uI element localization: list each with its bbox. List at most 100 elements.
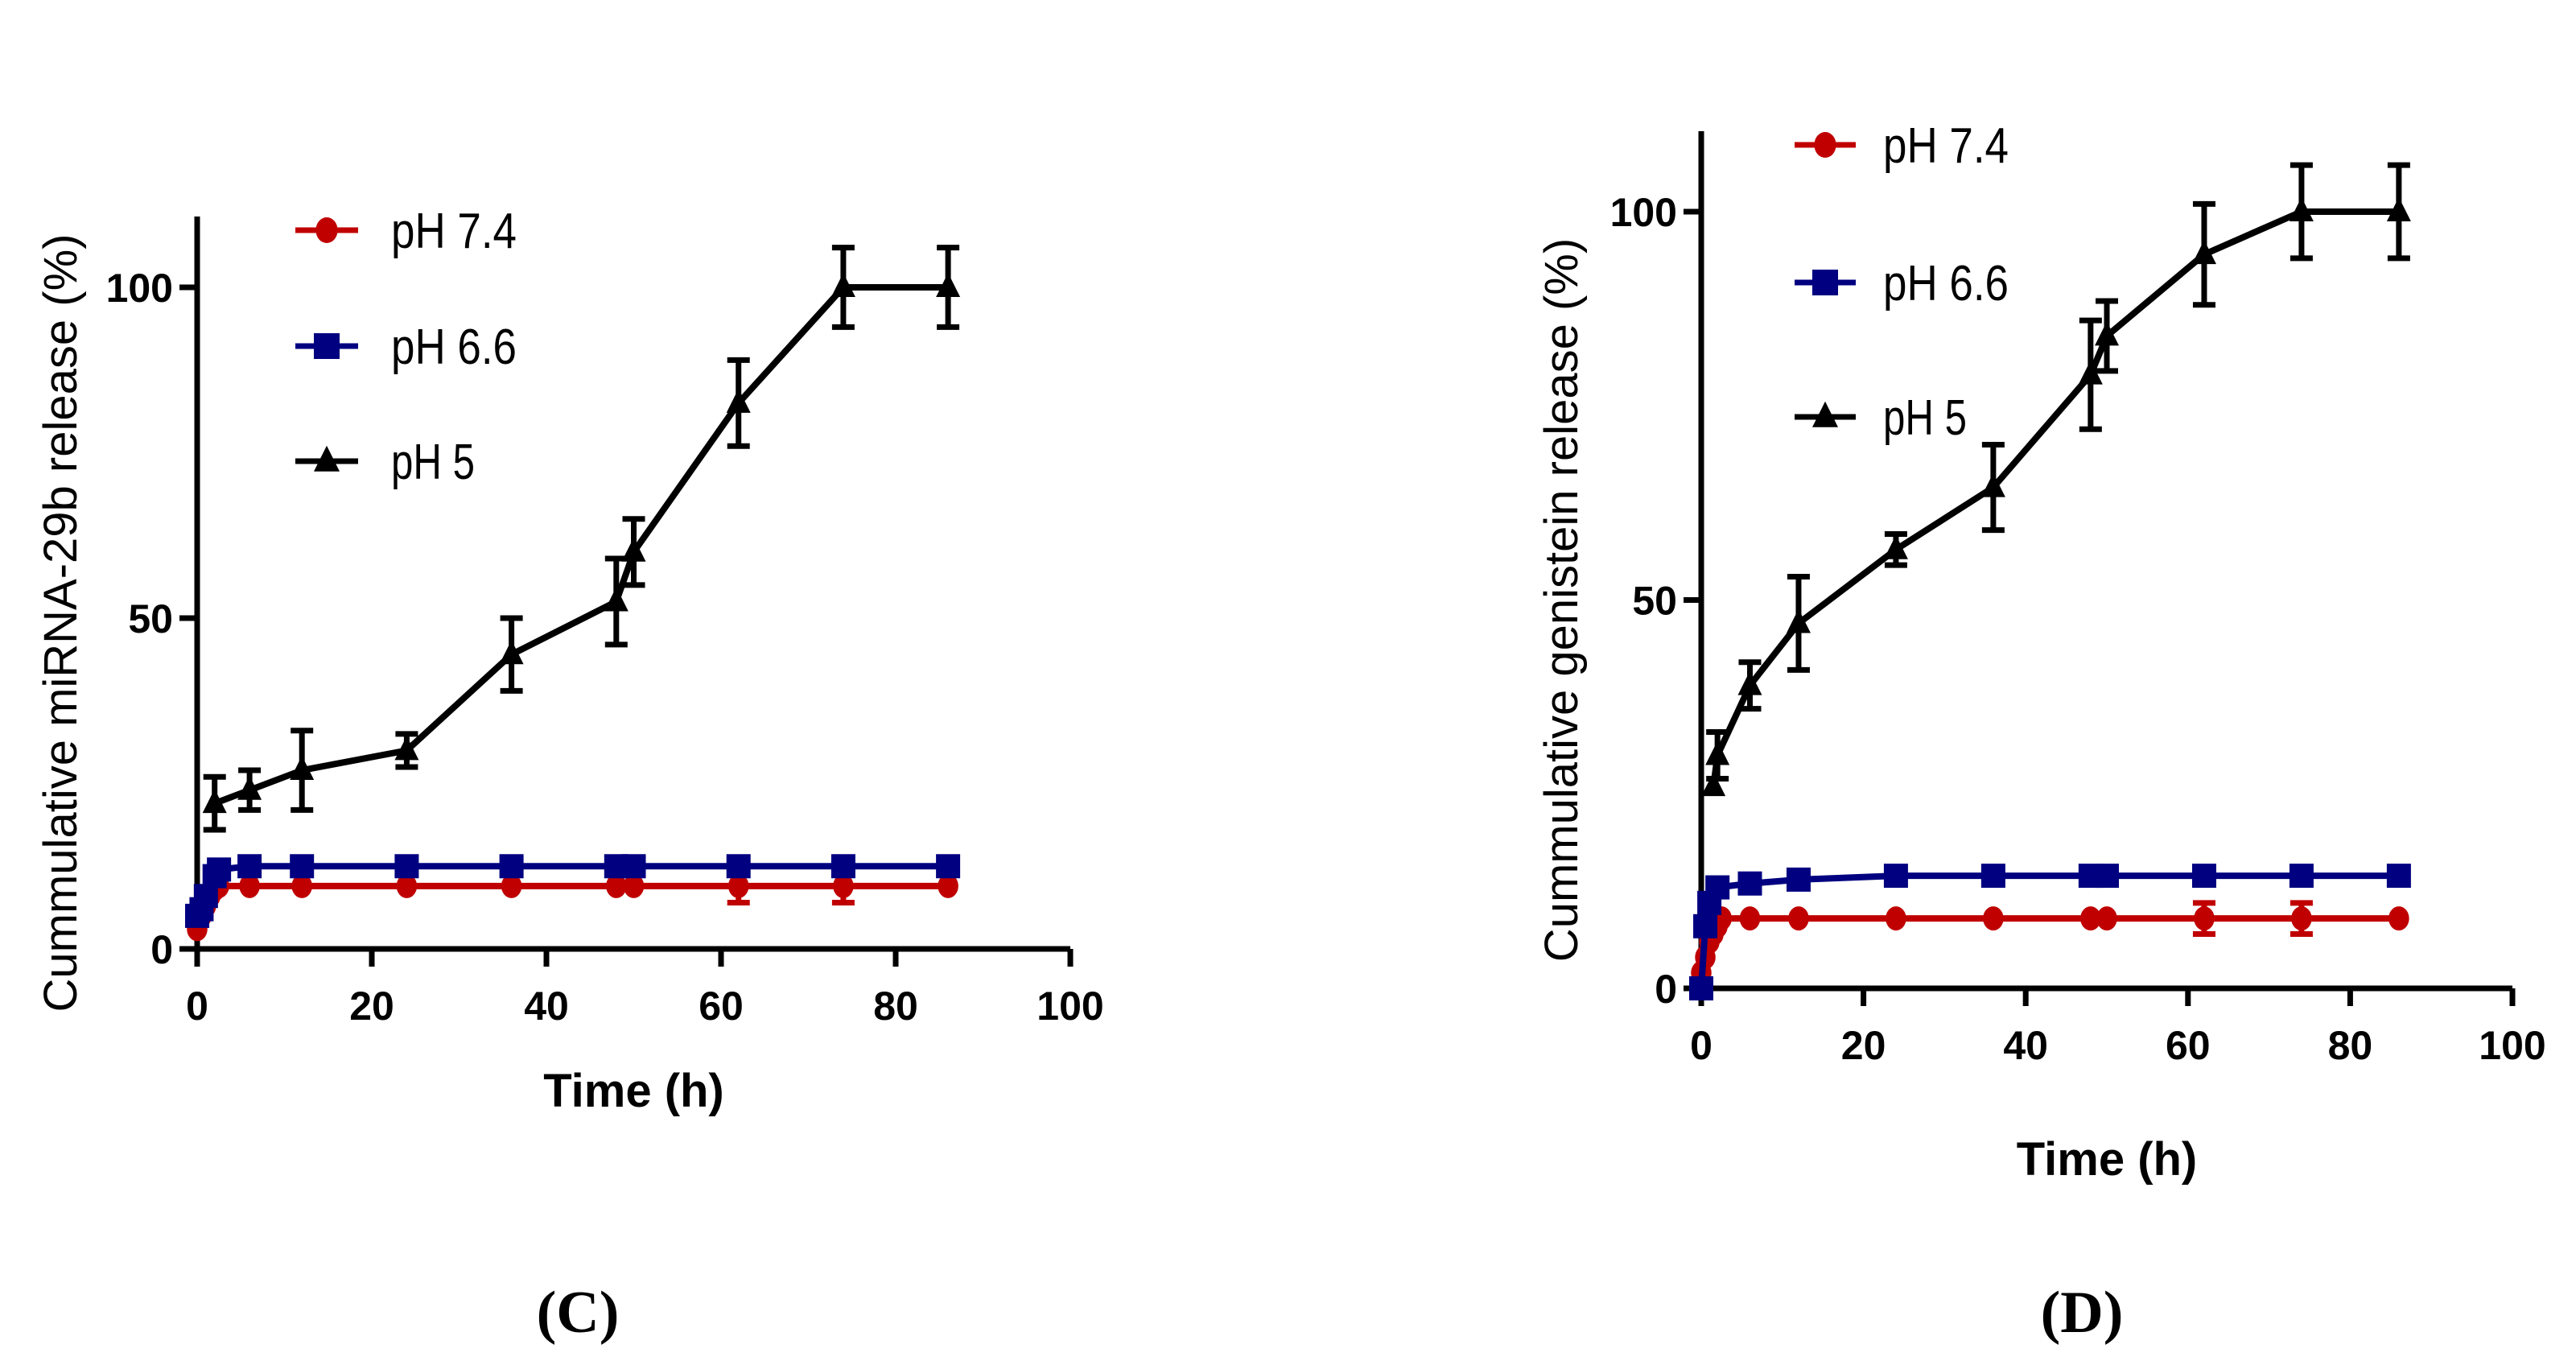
data-point	[2080, 906, 2101, 931]
legend-marker	[1812, 270, 1838, 295]
data-point	[1705, 875, 1730, 900]
data-point	[499, 640, 524, 665]
x-tick-label: 80	[2328, 1023, 2373, 1068]
data-point	[621, 854, 646, 879]
data-point	[604, 587, 629, 612]
x-tick-label: 100	[1037, 984, 1103, 1029]
data-point	[1705, 740, 1730, 765]
x-tick-label: 40	[524, 984, 569, 1029]
data-point	[394, 736, 419, 761]
data-point	[396, 873, 418, 898]
data-point	[1883, 864, 1908, 889]
data-point	[1739, 906, 1761, 931]
x-axis-label: Time (h)	[2017, 1133, 2198, 1186]
data-point	[1980, 864, 2005, 889]
data-point	[290, 756, 315, 781]
legend-marker	[1814, 132, 1836, 158]
data-point	[1737, 871, 1762, 896]
data-point	[831, 854, 855, 879]
legend-label: pH 6.6	[1883, 256, 2009, 311]
x-tick-label: 20	[349, 984, 394, 1029]
data-point	[623, 873, 645, 898]
panel-label: (D)	[2041, 1280, 2124, 1346]
data-point	[2289, 197, 2314, 221]
legend-marker	[314, 445, 340, 472]
series-ph-6-6	[1689, 864, 2411, 1000]
x-tick-label: 0	[186, 984, 208, 1029]
data-point	[2386, 864, 2411, 889]
data-point	[938, 873, 958, 898]
y-tick-label: 50	[128, 596, 173, 641]
data-point	[2386, 197, 2411, 221]
data-point	[291, 873, 312, 898]
data-point	[237, 854, 262, 879]
data-point	[936, 273, 961, 297]
data-point	[1701, 772, 1726, 797]
y-tick-label: 0	[1655, 967, 1677, 1012]
data-point	[726, 388, 751, 413]
legend-marker	[314, 333, 340, 359]
x-tick-label: 100	[2479, 1023, 2545, 1068]
x-tick-label: 0	[1690, 1023, 1713, 1068]
data-point	[290, 854, 315, 879]
series-line	[213, 284, 949, 806]
x-axis-label: Time (h)	[543, 1065, 724, 1117]
data-point	[1786, 867, 1811, 892]
x-tick-label: 20	[1841, 1023, 1886, 1068]
legend-label: pH 5	[391, 435, 475, 490]
data-point	[2388, 906, 2409, 931]
data-point	[2095, 321, 2119, 346]
y-axis-label: Cummulative genistein release (%)	[1535, 238, 1588, 962]
data-point	[621, 537, 646, 562]
legend-label: pH 7.4	[1883, 118, 2009, 174]
data-point	[1693, 914, 1718, 938]
y-tick-label: 50	[1632, 579, 1677, 624]
x-tick-label: 60	[2166, 1023, 2211, 1068]
series-ph-6-6	[185, 854, 961, 928]
data-point	[606, 873, 627, 898]
data-point	[202, 789, 227, 814]
data-point	[2096, 906, 2117, 931]
y-tick-label: 100	[106, 266, 173, 311]
y-tick-label: 0	[150, 927, 173, 972]
data-point	[2194, 906, 2215, 931]
y-tick-label: 100	[1610, 190, 1677, 235]
data-point	[727, 873, 749, 898]
data-point	[1883, 534, 1908, 559]
x-tick-label: 80	[873, 984, 918, 1029]
legend-label: pH 5	[1883, 390, 1967, 446]
data-point	[936, 854, 961, 879]
data-point	[2191, 864, 2216, 889]
chart-panel-d: 0 20 40 60 80 100 0 50 100 Time (h) Cummulative ge…	[1535, 118, 2546, 1346]
data-point	[2291, 906, 2312, 931]
legend-marker	[1812, 401, 1838, 427]
series-ph-5	[1701, 162, 2411, 797]
series-line	[1710, 208, 2399, 787]
data-point	[501, 873, 522, 898]
data-point	[237, 775, 262, 800]
legend-label: pH 6.6	[391, 320, 517, 375]
data-point	[1786, 608, 1811, 633]
series-ph-7-4	[1691, 900, 2409, 985]
panel-label: (C)	[537, 1280, 620, 1346]
legend-marker	[315, 217, 338, 243]
data-point	[207, 857, 232, 882]
data-point	[833, 873, 854, 898]
data-point	[2078, 360, 2103, 385]
data-point	[831, 273, 855, 297]
x-tick-label: 60	[699, 984, 744, 1029]
data-point	[394, 854, 419, 879]
data-point	[726, 854, 751, 879]
data-point	[1980, 472, 2005, 497]
data-point	[2191, 240, 2216, 265]
data-point	[239, 873, 260, 898]
x-tick-label: 40	[2003, 1023, 2048, 1068]
series-ph-7-4	[187, 866, 958, 942]
data-point	[1788, 906, 1809, 931]
data-point	[1737, 670, 1762, 695]
data-point	[1983, 906, 2004, 931]
data-point	[2289, 864, 2314, 889]
data-point	[499, 854, 524, 879]
y-axis-label: Cummulative miRNA-29b release (%)	[35, 234, 87, 1013]
